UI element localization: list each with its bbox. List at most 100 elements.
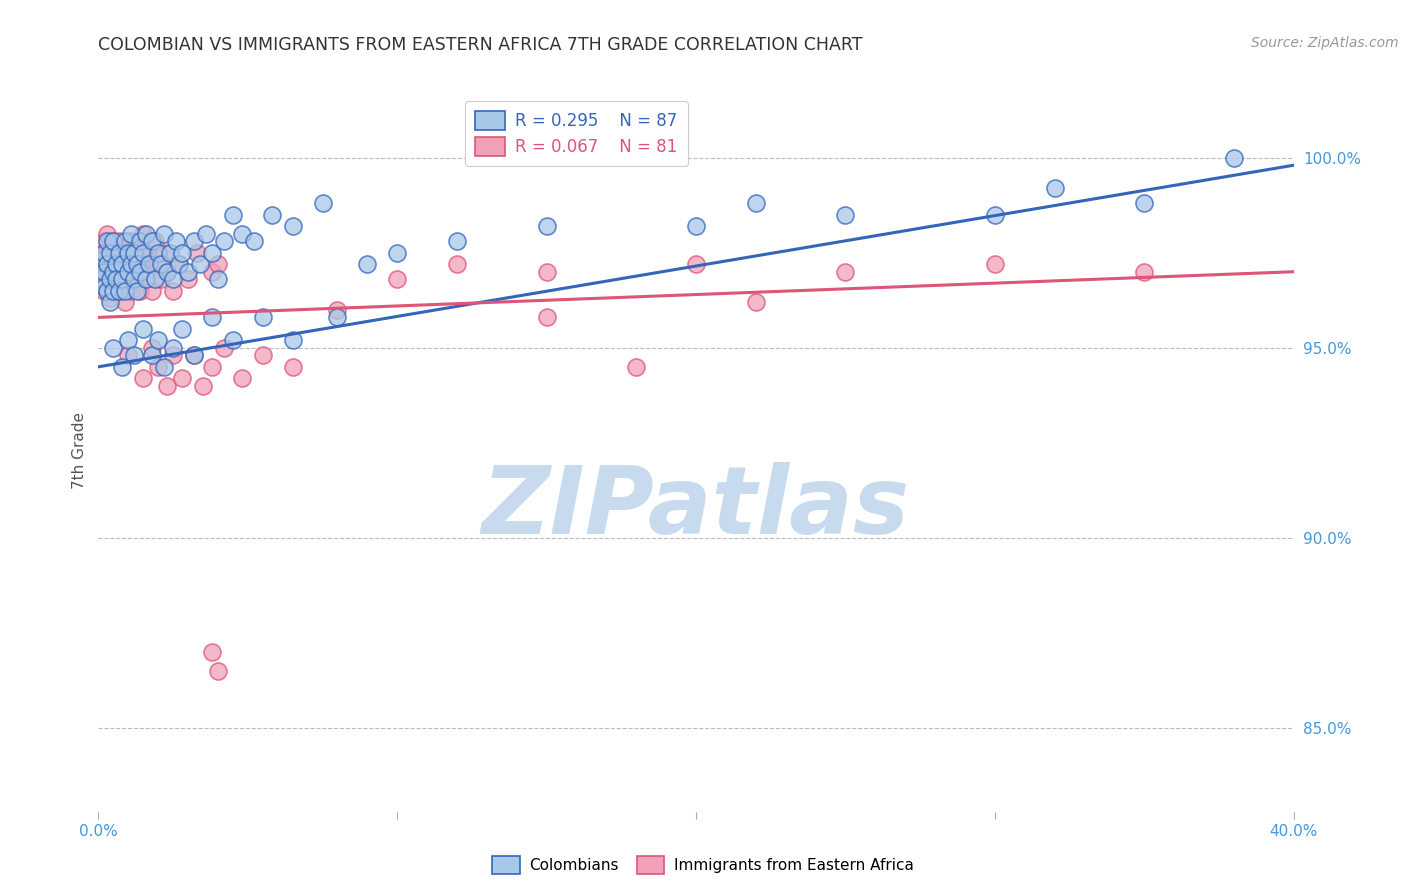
Point [90, 245, 112, 260]
Point [356, 257, 378, 271]
Point [103, 257, 125, 271]
Point [124, 245, 146, 260]
Point [132, 245, 155, 260]
Point [117, 257, 139, 271]
Point [148, 245, 170, 260]
Point [108, 284, 131, 298]
Point [138, 257, 160, 271]
Point [311, 196, 333, 211]
Point [93, 284, 115, 298]
Point [103, 341, 125, 355]
Point [135, 245, 157, 260]
Point [281, 333, 304, 347]
Point [127, 257, 149, 271]
Point [281, 219, 304, 233]
Point [103, 265, 125, 279]
Point [93, 235, 115, 249]
Point [156, 265, 179, 279]
Point [141, 284, 163, 298]
Point [212, 235, 235, 249]
Point [148, 257, 170, 271]
Point [984, 208, 1007, 222]
Point [117, 348, 139, 362]
Point [93, 257, 115, 271]
Legend: Colombians, Immigrants from Eastern Africa: Colombians, Immigrants from Eastern Afri… [486, 850, 920, 880]
Point [111, 359, 134, 374]
Point [103, 272, 125, 286]
Point [177, 272, 200, 286]
Y-axis label: 7th Grade: 7th Grade [72, 412, 87, 489]
Point [167, 257, 190, 271]
Point [103, 284, 125, 298]
Point [132, 371, 155, 385]
Point [98, 245, 122, 260]
Text: Source: ZipAtlas.com: Source: ZipAtlas.com [1251, 36, 1399, 50]
Point [326, 302, 349, 317]
Point [252, 310, 274, 325]
Point [127, 284, 149, 298]
Point [141, 235, 163, 249]
Point [243, 235, 266, 249]
Point [150, 272, 173, 286]
Point [183, 235, 205, 249]
Point [207, 257, 229, 271]
Point [135, 272, 157, 286]
Point [834, 265, 856, 279]
Point [129, 257, 152, 271]
Point [162, 348, 184, 362]
Text: COLOMBIAN VS IMMIGRANTS FROM EASTERN AFRICA 7TH GRADE CORRELATION CHART: COLOMBIAN VS IMMIGRANTS FROM EASTERN AFR… [98, 36, 863, 54]
Point [201, 245, 224, 260]
Point [117, 245, 139, 260]
Point [207, 664, 229, 678]
Point [183, 348, 205, 362]
Point [108, 245, 131, 260]
Legend: R = 0.295    N = 87, R = 0.067    N = 81: R = 0.295 N = 87, R = 0.067 N = 81 [465, 101, 688, 166]
Point [129, 235, 152, 249]
Point [108, 284, 131, 298]
Point [188, 257, 211, 271]
Point [98, 295, 122, 310]
Point [132, 322, 155, 336]
Point [222, 208, 245, 222]
Point [685, 219, 707, 233]
Point [385, 272, 409, 286]
Point [153, 245, 176, 260]
Point [177, 265, 200, 279]
Point [148, 359, 170, 374]
Point [120, 257, 142, 271]
Point [103, 235, 125, 249]
Point [138, 257, 160, 271]
Point [93, 245, 115, 260]
Point [135, 272, 157, 286]
Point [96, 235, 118, 249]
Point [114, 235, 136, 249]
Point [98, 272, 122, 286]
Point [117, 333, 139, 347]
Point [201, 359, 224, 374]
Point [165, 235, 187, 249]
Point [156, 265, 179, 279]
Point [201, 645, 224, 659]
Point [114, 284, 136, 298]
Point [148, 333, 170, 347]
Point [745, 295, 768, 310]
Point [536, 219, 558, 233]
Text: ZIPatlas: ZIPatlas [482, 462, 910, 554]
Point [96, 265, 118, 279]
Point [129, 265, 152, 279]
Point [1133, 196, 1156, 211]
Point [114, 295, 136, 310]
Point [120, 284, 142, 298]
Point [195, 227, 218, 241]
Point [745, 196, 768, 211]
Point [141, 341, 163, 355]
Point [98, 291, 122, 305]
Point [127, 272, 149, 286]
Point [108, 235, 131, 249]
Point [834, 208, 856, 222]
Point [446, 235, 468, 249]
Point [96, 227, 118, 241]
Point [143, 272, 166, 286]
Point [156, 379, 179, 393]
Point [129, 284, 152, 298]
